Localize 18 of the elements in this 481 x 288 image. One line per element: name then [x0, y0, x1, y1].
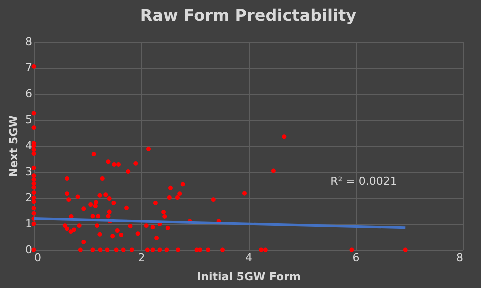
y-tick-label: 2: [26, 192, 32, 204]
y-axis-title: Next 5GW: [8, 116, 20, 178]
chart-title: Raw Form Predictability: [140, 6, 358, 25]
x-tick-label: 6: [352, 252, 360, 264]
x-tick-label: 2: [138, 252, 146, 264]
x-tick-label: 4: [246, 252, 252, 264]
y-tick-label: 3: [26, 166, 32, 178]
y-tick-label: 4: [26, 140, 32, 152]
y-tick-label: 5: [26, 114, 32, 126]
y-tick-label: 7: [26, 62, 32, 74]
y-tick-label: 8: [26, 36, 32, 48]
y-tick-label: 0: [26, 244, 32, 256]
x-tick-label: 8: [456, 252, 464, 264]
x-axis-title: Initial 5GW Form: [197, 270, 301, 284]
x-tick-label: 0: [34, 252, 42, 264]
y-tick-label: 6: [26, 88, 32, 100]
annotation: R² = 0.0021: [330, 175, 398, 188]
y-tick-label: 1: [26, 218, 32, 230]
